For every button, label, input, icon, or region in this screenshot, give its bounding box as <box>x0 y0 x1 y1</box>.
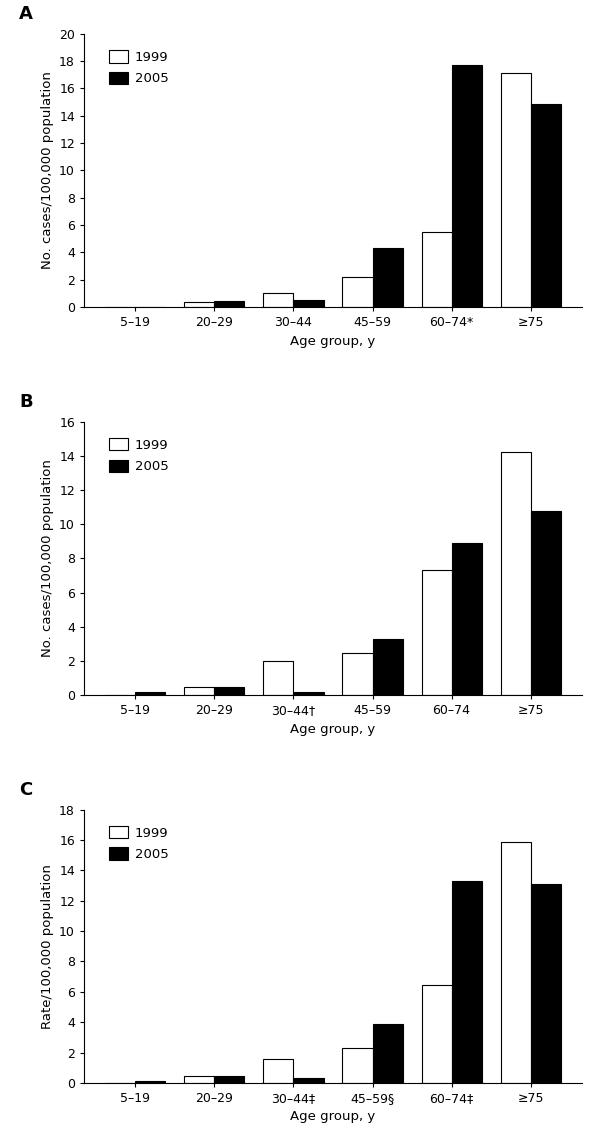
Bar <box>373 248 403 307</box>
Y-axis label: Rate/100,000 population: Rate/100,000 population <box>41 864 53 1029</box>
Bar <box>452 543 482 695</box>
Bar <box>422 571 452 695</box>
Bar <box>530 104 560 307</box>
Bar <box>343 1048 373 1083</box>
Bar <box>500 841 530 1083</box>
X-axis label: Age group, y: Age group, y <box>290 723 376 735</box>
Text: C: C <box>19 781 32 799</box>
Legend: 1999, 2005: 1999, 2005 <box>106 46 172 89</box>
Bar <box>184 687 214 695</box>
Bar <box>214 687 244 695</box>
Bar <box>136 1081 166 1083</box>
Bar <box>500 73 530 307</box>
Bar <box>263 1058 293 1083</box>
Bar <box>214 301 244 307</box>
Legend: 1999, 2005: 1999, 2005 <box>106 822 172 865</box>
X-axis label: Age group, y: Age group, y <box>290 1110 376 1123</box>
Bar <box>452 65 482 307</box>
Bar <box>293 1077 323 1083</box>
Bar <box>263 293 293 307</box>
X-axis label: Age group, y: Age group, y <box>290 335 376 347</box>
Bar <box>530 884 560 1083</box>
Y-axis label: No. cases/100,000 population: No. cases/100,000 population <box>41 71 53 270</box>
Bar <box>422 985 452 1083</box>
Bar <box>184 1076 214 1083</box>
Bar <box>263 661 293 695</box>
Bar <box>500 452 530 695</box>
Bar <box>530 511 560 695</box>
Bar <box>343 653 373 695</box>
Bar <box>422 232 452 307</box>
Bar <box>373 640 403 695</box>
Bar <box>373 1024 403 1083</box>
Legend: 1999, 2005: 1999, 2005 <box>106 434 172 477</box>
Bar <box>293 300 323 307</box>
Text: B: B <box>19 393 33 411</box>
Bar <box>452 881 482 1083</box>
Bar <box>293 691 323 695</box>
Y-axis label: No. cases/100,000 population: No. cases/100,000 population <box>41 459 53 658</box>
Bar <box>214 1076 244 1083</box>
Bar <box>343 277 373 307</box>
Text: A: A <box>19 5 33 23</box>
Bar <box>136 691 166 695</box>
Bar <box>184 301 214 307</box>
